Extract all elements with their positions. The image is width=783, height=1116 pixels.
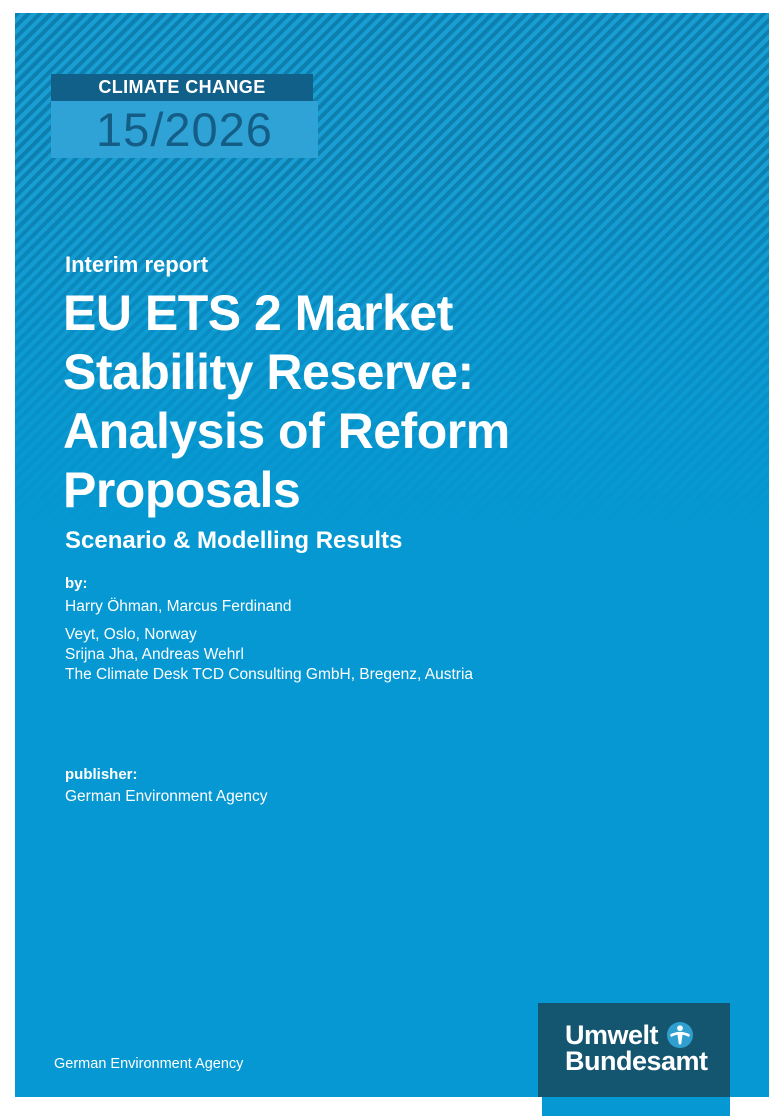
report-title-line: Stability Reserve:	[63, 344, 474, 400]
authors-line: Harry Öhman, Marcus Ferdinand	[65, 598, 292, 615]
logo-word-umwelt: Umwelt	[565, 1020, 659, 1050]
cover-content: CLIMATE CHANGE 15/2026 Interim report EU…	[15, 13, 769, 1097]
byline-label: by:	[65, 575, 88, 592]
report-title: EU ETS 2 Market Stability Reserve: Analy…	[63, 284, 510, 520]
hatch-fade-overlay	[15, 13, 769, 1097]
issue-number: 15/2026	[96, 103, 273, 156]
affiliation-line: Veyt, Oslo, Norway	[65, 626, 197, 643]
publisher-name: German Environment Agency	[65, 788, 268, 805]
affiliation-line: Srijna Jha, Andreas Wehrl	[65, 646, 244, 663]
publisher-label: publisher:	[65, 766, 138, 783]
umweltbundesamt-logo: Umwelt Bundesamt	[538, 1003, 730, 1097]
affiliation-line: The Climate Desk TCD Consulting GmbH, Br…	[65, 666, 474, 683]
publisher-section: publisher: German Environment Agency	[65, 765, 267, 806]
report-title-line: EU ETS 2 Market	[63, 285, 453, 341]
person-in-circle-icon	[667, 1022, 694, 1048]
report-title-line: Analysis of Reform	[63, 403, 510, 459]
logo-line-1: Umwelt	[565, 1020, 730, 1050]
report-title-line: Proposals	[63, 462, 301, 518]
logo-word-bundesamt: Bundesamt	[565, 1046, 708, 1076]
logo-underlay-tab	[542, 1096, 730, 1116]
series-label: CLIMATE CHANGE	[98, 77, 266, 97]
report-type-label: Interim report	[65, 252, 209, 277]
report-subtitle: Scenario & Modelling Results	[65, 527, 403, 554]
cover-background: CLIMATE CHANGE 15/2026 Interim report EU…	[15, 13, 769, 1097]
affiliation-group: Veyt, Oslo, Norway Srijna Jha, Andreas W…	[65, 625, 473, 685]
series-label-box: CLIMATE CHANGE	[51, 74, 313, 101]
footer-agency-name: German Environment Agency	[54, 1056, 244, 1072]
byline-section: by: Harry Öhman, Marcus Ferdinand Veyt, …	[65, 574, 473, 685]
issue-number-box: 15/2026	[51, 101, 318, 158]
